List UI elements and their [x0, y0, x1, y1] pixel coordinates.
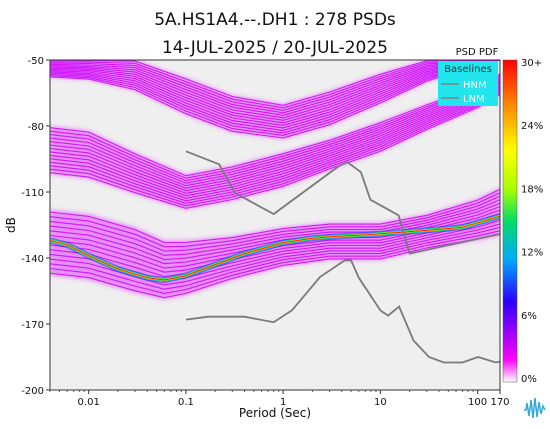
psd-trace — [50, 60, 500, 106]
y-axis: -50 -80 -110 -140 -170 -200 — [21, 56, 50, 397]
colorbar-label: 24% — [521, 121, 543, 132]
psd-trace — [50, 188, 500, 244]
psd-trace — [50, 86, 500, 197]
y-axis-label: dB — [4, 217, 18, 233]
y-tick-label: -200 — [21, 386, 44, 397]
y-tick-label: -170 — [21, 320, 44, 331]
psd-trace — [50, 199, 500, 256]
x-tick-label: 100 — [468, 397, 487, 408]
psd-trace — [50, 92, 500, 207]
psd-trace — [50, 89, 500, 202]
colorbar-title: PSD PDF — [456, 47, 499, 58]
y-tick-label: -50 — [28, 56, 44, 67]
psd-trace — [50, 90, 500, 204]
x-tick-label: 170 — [490, 397, 509, 408]
y-tick-label: -110 — [21, 188, 44, 199]
chart-title-line2: 14-JUL-2025 / 20-JUL-2025 — [162, 38, 388, 58]
x-axis-label: Period (Sec) — [239, 406, 311, 420]
seismic-logo-icon — [521, 394, 547, 420]
x-tick-label: 1 — [280, 397, 286, 408]
psd-trace — [50, 81, 500, 189]
colorbar-label: 18% — [521, 184, 543, 195]
x-tick-label: 0.1 — [178, 397, 194, 408]
colorbar — [502, 59, 518, 383]
baseline-curves — [185, 150, 500, 364]
hnm-baseline — [185, 150, 500, 255]
colorbar-label: 12% — [521, 248, 543, 259]
legend-item-lnm: LNM — [463, 94, 485, 105]
y-tick-label: -80 — [28, 122, 44, 133]
psd-trace — [50, 226, 500, 290]
plot-frame — [49, 59, 501, 391]
colorbar-label: 0% — [521, 374, 537, 385]
lnm-baseline — [185, 259, 500, 364]
colorbar-label: 6% — [521, 311, 537, 322]
x-axis: 0.01 0.1 1 10 100 170 — [49, 390, 510, 408]
psd-trace — [50, 93, 500, 209]
colorbar-label: 30+ — [521, 58, 542, 69]
psd-band-1 — [50, 60, 500, 140]
psd-trace — [50, 87, 500, 199]
psd-trace — [50, 230, 500, 294]
psd-trace — [50, 216, 500, 278]
mode-ridge-4 — [50, 215, 500, 281]
legend-item-hnm: HNM — [463, 80, 487, 91]
psd-trace — [50, 233, 500, 299]
chart-title-line1: 5A.HS1A4.--.DH1 : 278 PSDs — [154, 10, 396, 30]
psd-trace — [50, 79, 500, 187]
legend-title: Baselines — [444, 64, 492, 75]
x-tick-label: 10 — [374, 397, 387, 408]
psd-trace — [50, 195, 500, 252]
x-tick-label: 0.01 — [78, 397, 100, 408]
psd-trace — [50, 192, 500, 248]
psd-trace — [50, 82, 500, 192]
psd-trace — [50, 84, 500, 194]
baselines-legend: Baselines HNM LNM — [438, 61, 498, 106]
colorbar-labels: 30+ 24% 18% 12% 6% 0% — [521, 58, 543, 385]
y-tick-label: -140 — [21, 254, 44, 265]
psd-band-2 — [50, 73, 500, 210]
psd-trace — [50, 202, 500, 261]
